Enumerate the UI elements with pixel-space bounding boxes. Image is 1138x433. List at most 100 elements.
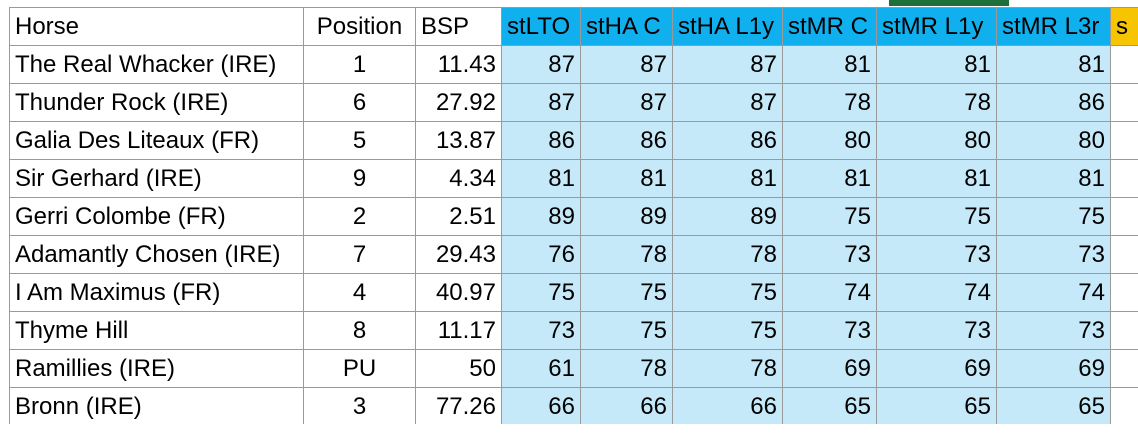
header-cell-next[interactable]: s bbox=[1110, 7, 1138, 46]
cell-stha-c[interactable]: 75 bbox=[580, 273, 673, 312]
cell-stmr-l3r[interactable]: 80 bbox=[996, 121, 1111, 160]
cell-bsp[interactable]: 29.43 bbox=[415, 235, 502, 274]
cell-horse[interactable]: Sir Gerhard (IRE) bbox=[9, 159, 304, 198]
cell-stmr-c[interactable]: 80 bbox=[782, 121, 877, 160]
cell-stmr-l3r[interactable]: 73 bbox=[996, 235, 1111, 274]
cell-horse[interactable]: Ramillies (IRE) bbox=[9, 349, 304, 388]
cell-empty[interactable] bbox=[1110, 197, 1138, 236]
cell-empty[interactable] bbox=[1110, 349, 1138, 388]
cell-bsp[interactable]: 27.92 bbox=[415, 83, 502, 122]
cell-horse[interactable]: Thunder Rock (IRE) bbox=[9, 83, 304, 122]
cell-stlto[interactable]: 75 bbox=[501, 273, 581, 312]
header-cell-stmr-l1y[interactable]: stMR L1y bbox=[876, 7, 997, 46]
cell-empty[interactable] bbox=[1110, 311, 1138, 350]
cell-bsp[interactable]: 50 bbox=[415, 349, 502, 388]
cell-stlto[interactable]: 86 bbox=[501, 121, 581, 160]
cell-position[interactable]: 8 bbox=[303, 311, 416, 350]
cell-horse[interactable]: Adamantly Chosen (IRE) bbox=[9, 235, 304, 274]
cell-stmr-l3r[interactable]: 81 bbox=[996, 159, 1111, 198]
cell-stha-l1y[interactable]: 66 bbox=[672, 387, 783, 426]
cell-bsp[interactable]: 77.26 bbox=[415, 387, 502, 426]
cell-position[interactable]: 7 bbox=[303, 235, 416, 274]
header-cell-position[interactable]: Position bbox=[303, 7, 416, 46]
cell-stlto[interactable]: 73 bbox=[501, 311, 581, 350]
cell-position[interactable]: PU bbox=[303, 349, 416, 388]
cell-stmr-l3r[interactable]: 73 bbox=[996, 311, 1111, 350]
cell-stlto[interactable]: 66 bbox=[501, 387, 581, 426]
cell-bsp[interactable]: 11.17 bbox=[415, 311, 502, 350]
cell-stmr-l1y[interactable]: 80 bbox=[876, 121, 997, 160]
cell-bsp[interactable]: 40.97 bbox=[415, 273, 502, 312]
cell-stmr-l3r[interactable]: 65 bbox=[996, 387, 1111, 426]
cell-position[interactable]: 6 bbox=[303, 83, 416, 122]
cell-stha-c[interactable]: 75 bbox=[580, 311, 673, 350]
cell-horse[interactable]: Gerri Colombe (FR) bbox=[9, 197, 304, 236]
cell-stmr-c[interactable]: 81 bbox=[782, 159, 877, 198]
cell-position[interactable]: 1 bbox=[303, 45, 416, 84]
cell-empty[interactable] bbox=[1110, 387, 1138, 426]
header-cell-stha-c[interactable]: stHA C bbox=[580, 7, 673, 46]
cell-stmr-l3r[interactable]: 69 bbox=[996, 349, 1111, 388]
cell-empty[interactable] bbox=[1110, 273, 1138, 312]
cell-stmr-l1y[interactable]: 65 bbox=[876, 387, 997, 426]
cell-horse[interactable]: Galia Des Liteaux (FR) bbox=[9, 121, 304, 160]
cell-stmr-l1y[interactable]: 74 bbox=[876, 273, 997, 312]
header-cell-stmr-l3r[interactable]: stMR L3r bbox=[996, 7, 1111, 46]
cell-stmr-c[interactable]: 73 bbox=[782, 235, 877, 274]
cell-position[interactable]: 4 bbox=[303, 273, 416, 312]
cell-empty[interactable] bbox=[1110, 121, 1138, 160]
cell-stha-c[interactable]: 81 bbox=[580, 159, 673, 198]
cell-stmr-l3r[interactable]: 86 bbox=[996, 83, 1111, 122]
cell-stha-c[interactable]: 89 bbox=[580, 197, 673, 236]
cell-stmr-l1y[interactable]: 81 bbox=[876, 45, 997, 84]
cell-stha-c[interactable]: 78 bbox=[580, 349, 673, 388]
cell-stlto[interactable]: 87 bbox=[501, 83, 581, 122]
cell-stmr-l3r[interactable]: 75 bbox=[996, 197, 1111, 236]
cell-stha-l1y[interactable]: 87 bbox=[672, 83, 783, 122]
cell-stmr-c[interactable]: 74 bbox=[782, 273, 877, 312]
cell-stha-c[interactable]: 87 bbox=[580, 45, 673, 84]
cell-bsp[interactable]: 4.34 bbox=[415, 159, 502, 198]
cell-position[interactable]: 2 bbox=[303, 197, 416, 236]
cell-stha-c[interactable]: 78 bbox=[580, 235, 673, 274]
header-cell-bsp[interactable]: BSP bbox=[415, 7, 502, 46]
header-cell-stha-l1y[interactable]: stHA L1y bbox=[672, 7, 783, 46]
cell-stmr-l1y[interactable]: 81 bbox=[876, 159, 997, 198]
cell-stmr-c[interactable]: 73 bbox=[782, 311, 877, 350]
cell-empty[interactable] bbox=[1110, 83, 1138, 122]
header-cell-stlto[interactable]: stLTO bbox=[501, 7, 581, 46]
cell-stlto[interactable]: 87 bbox=[501, 45, 581, 84]
cell-stlto[interactable]: 89 bbox=[501, 197, 581, 236]
cell-stha-l1y[interactable]: 78 bbox=[672, 349, 783, 388]
cell-empty[interactable] bbox=[1110, 235, 1138, 274]
cell-stmr-l3r[interactable]: 74 bbox=[996, 273, 1111, 312]
cell-stha-l1y[interactable]: 75 bbox=[672, 273, 783, 312]
cell-position[interactable]: 3 bbox=[303, 387, 416, 426]
cell-stmr-l1y[interactable]: 73 bbox=[876, 235, 997, 274]
cell-stha-l1y[interactable]: 87 bbox=[672, 45, 783, 84]
cell-stha-l1y[interactable]: 81 bbox=[672, 159, 783, 198]
cell-stmr-l3r[interactable]: 81 bbox=[996, 45, 1111, 84]
cell-stha-l1y[interactable]: 89 bbox=[672, 197, 783, 236]
cell-stha-c[interactable]: 66 bbox=[580, 387, 673, 426]
cell-stlto[interactable]: 76 bbox=[501, 235, 581, 274]
cell-bsp[interactable]: 2.51 bbox=[415, 197, 502, 236]
cell-stmr-c[interactable]: 69 bbox=[782, 349, 877, 388]
cell-stha-l1y[interactable]: 86 bbox=[672, 121, 783, 160]
cell-horse[interactable]: Bronn (IRE) bbox=[9, 387, 304, 426]
cell-stha-l1y[interactable]: 75 bbox=[672, 311, 783, 350]
cell-position[interactable]: 9 bbox=[303, 159, 416, 198]
cell-empty[interactable] bbox=[1110, 45, 1138, 84]
cell-stlto[interactable]: 61 bbox=[501, 349, 581, 388]
cell-stmr-l1y[interactable]: 73 bbox=[876, 311, 997, 350]
cell-stha-c[interactable]: 87 bbox=[580, 83, 673, 122]
cell-stmr-l1y[interactable]: 75 bbox=[876, 197, 997, 236]
header-cell-stmr-c[interactable]: stMR C bbox=[782, 7, 877, 46]
cell-bsp[interactable]: 11.43 bbox=[415, 45, 502, 84]
cell-stmr-c[interactable]: 75 bbox=[782, 197, 877, 236]
cell-empty[interactable] bbox=[1110, 159, 1138, 198]
cell-stmr-l1y[interactable]: 69 bbox=[876, 349, 997, 388]
cell-bsp[interactable]: 13.87 bbox=[415, 121, 502, 160]
cell-horse[interactable]: I Am Maximus (FR) bbox=[9, 273, 304, 312]
cell-stha-l1y[interactable]: 78 bbox=[672, 235, 783, 274]
